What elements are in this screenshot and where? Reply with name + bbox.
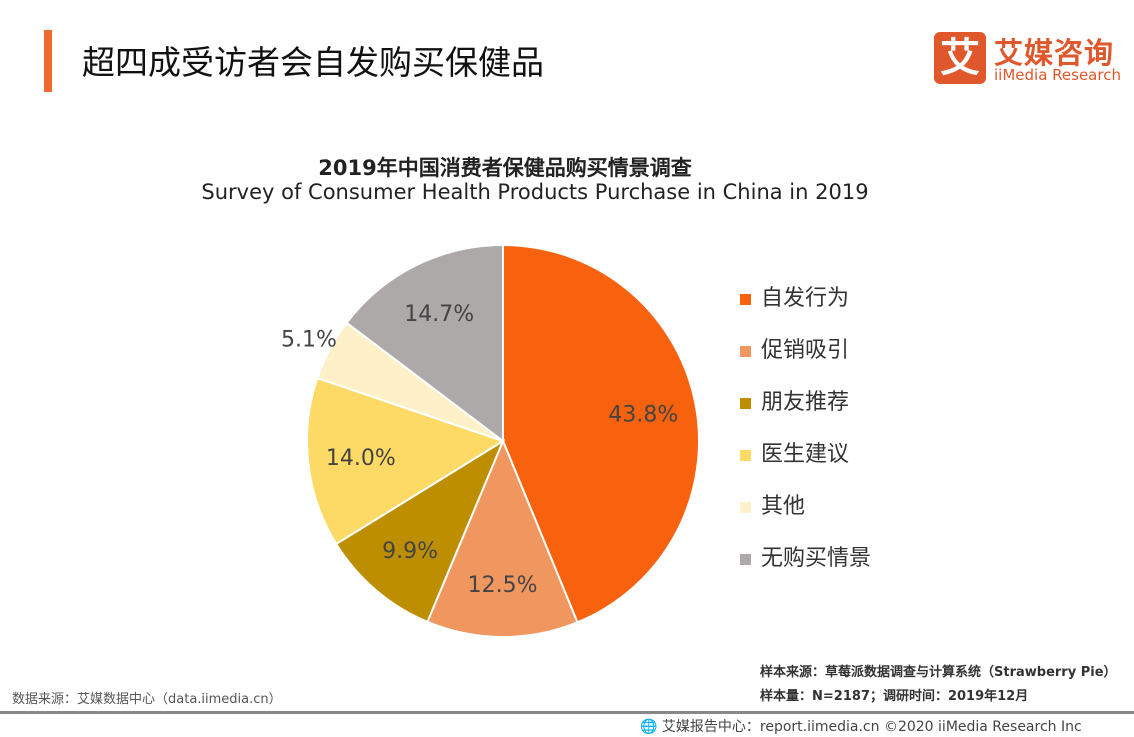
legend-swatch: [740, 553, 751, 565]
legend-item: 促销吸引: [740, 332, 849, 364]
legend-item: 医生建议: [740, 436, 849, 468]
data-label: 43.8%: [608, 402, 678, 427]
data-label: 14.7%: [404, 302, 474, 327]
sample-source: 样本来源：草莓派数据调查与计算系统（Strawberry Pie）: [760, 665, 1117, 680]
legend-swatch: [740, 501, 751, 513]
page-title: 超四成受访者会自发购买保健品: [82, 43, 544, 82]
report-text: 艾媒报告中心：report.iimedia.cn ©2020 iiMedia R…: [661, 719, 1082, 735]
legend-label: 自发行为: [761, 286, 850, 311]
legend-label: 无购买情景: [761, 546, 872, 571]
legend-item: 朋友推荐: [740, 384, 849, 416]
data-source: 数据来源：艾媒数据中心（data.iimedia.cn）: [12, 692, 282, 707]
legend-label: 促销吸引: [761, 338, 850, 363]
footer-divider: [0, 711, 1134, 714]
legend-label: 朋友推荐: [761, 390, 850, 415]
legend-swatch: [740, 345, 751, 357]
pie-slice-3: [306, 376, 506, 546]
logo-text-cn: 艾媒咨询: [994, 36, 1115, 70]
report-footer: 🌐 艾媒报告中心：report.iimedia.cn ©2020 iiMedia…: [640, 716, 1082, 736]
pie-slice-0: [502, 243, 700, 624]
legend-label: 医生建议: [761, 442, 850, 467]
chart-subtitle: Survey of Consumer Health Products Purch…: [201, 180, 869, 204]
legend-item: 其他: [740, 488, 805, 520]
data-label: 12.5%: [468, 573, 538, 598]
data-label: 14.0%: [326, 446, 396, 471]
legend-swatch: [740, 397, 751, 409]
pie-slice-1: [426, 438, 579, 638]
sample-size: 样本量：N=2187；调研时间：2019年12月: [760, 689, 1029, 704]
globe-icon: 🌐: [640, 719, 662, 735]
pie-slice-2: [334, 438, 506, 624]
chart-title: 2019年中国消费者保健品购买情景调查: [318, 156, 692, 180]
legend-swatch: [740, 293, 751, 305]
data-label: 5.1%: [281, 327, 337, 352]
logo-icon: 艾: [934, 32, 986, 84]
data-label: 9.9%: [382, 539, 438, 564]
pie-slice-5: [345, 243, 504, 444]
legend-swatch: [740, 449, 751, 461]
logo-text-en: iiMedia Research: [994, 66, 1121, 84]
legend-item: 自发行为: [740, 280, 849, 312]
legend-item: 无购买情景: [740, 540, 871, 572]
title-accent-bar: [44, 30, 52, 92]
legend-label: 其他: [761, 494, 806, 519]
